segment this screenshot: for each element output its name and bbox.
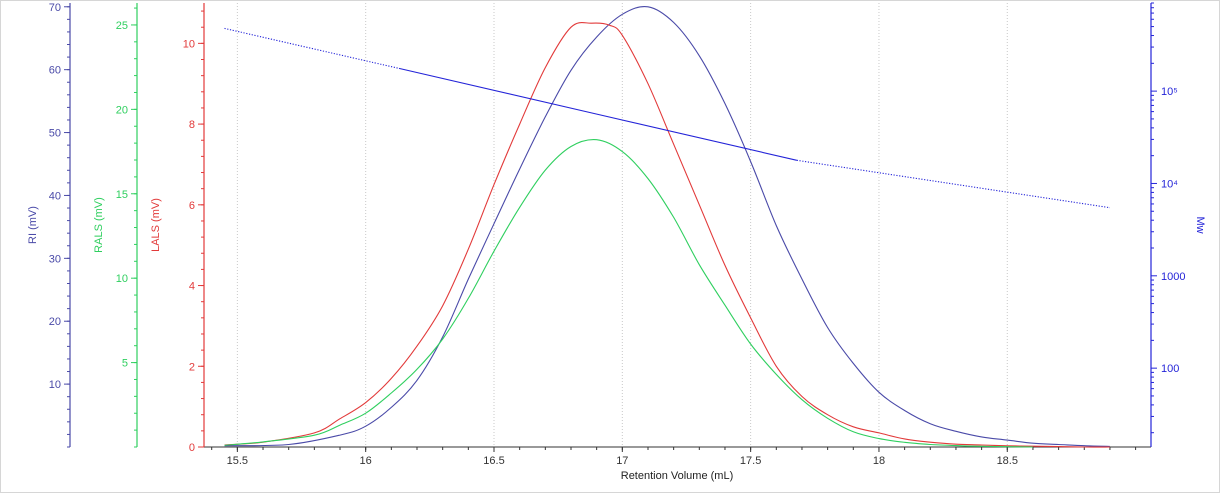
x-axis-label: Retention Volume (mL)	[621, 470, 734, 482]
rals-tick-label: 5	[122, 358, 128, 370]
x-tick-label: 18	[873, 455, 885, 467]
x-tick-label: 18.5	[997, 455, 1018, 467]
ri-tick-label: 60	[49, 65, 61, 77]
lals-tick-label: 0	[189, 442, 195, 454]
x-tick-label: 15.5	[227, 455, 248, 467]
mw-series-line	[796, 159, 1110, 209]
lals-tick-label: 10	[183, 38, 195, 50]
rals-tick-label: 15	[116, 189, 128, 201]
rals-tick-label: 10	[116, 273, 128, 285]
ri-axis-label: RI (mV)	[27, 206, 39, 244]
lals-tick-label: 8	[189, 119, 195, 131]
ri-tick-label: 10	[49, 379, 61, 391]
ri-tick-label: 70	[49, 2, 61, 14]
mw-tick-label: 10⁵	[1161, 86, 1178, 98]
mw-axis-label: Mw	[1194, 216, 1206, 233]
x-tick-label: 17.5	[740, 455, 761, 467]
rals-tick-label: 25	[116, 20, 128, 32]
lals-series-line	[224, 21, 1110, 448]
x-tick-label: 16.5	[483, 455, 504, 467]
ri-tick-label: 40	[49, 190, 61, 202]
x-tick-label: 17	[616, 455, 628, 467]
lals-axis-label: LALS (mV)	[150, 198, 162, 252]
mw-tick-label: 100	[1161, 363, 1179, 375]
ri-tick-label: 50	[49, 128, 61, 140]
ri-tick-label: 20	[49, 316, 61, 328]
ri-series-line	[224, 5, 1110, 447]
lals-tick-label: 4	[189, 281, 195, 293]
ri-tick-label: 30	[49, 253, 61, 265]
rals-tick-label: 20	[116, 104, 128, 116]
lals-tick-label: 2	[189, 361, 195, 373]
data-series	[224, 5, 1110, 448]
mw-tick-label: 1000	[1161, 271, 1185, 283]
rals-axis-label: RALS (mV)	[93, 197, 105, 253]
lals-tick-label: 6	[189, 200, 195, 212]
mw-series-line	[224, 27, 400, 69]
x-tick-label: 16	[360, 455, 372, 467]
grid-lines	[236, 3, 1008, 447]
rals-series-line	[224, 139, 1033, 448]
mw-series-line	[398, 67, 797, 161]
mw-tick-label: 10⁴	[1161, 178, 1178, 190]
